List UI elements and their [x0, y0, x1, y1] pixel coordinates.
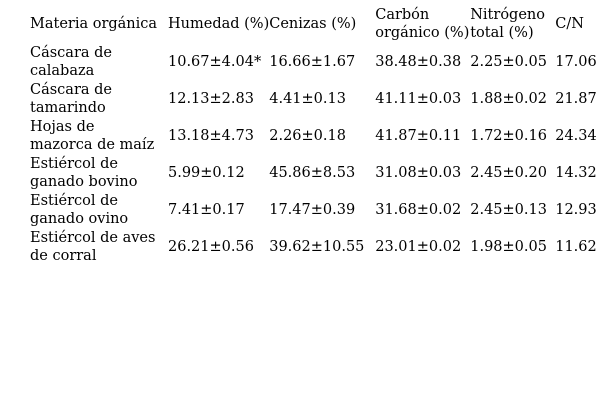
cell-cn: 21.87: [555, 90, 597, 107]
cell-cn: 24.34: [555, 127, 597, 144]
cell-cenizas: 45.86±8.53: [269, 164, 356, 181]
table-row: Cáscara de calabaza 10.67±4.04* 16.66±1.…: [30, 43, 600, 80]
cell-carbon: 31.68±0.02: [375, 201, 462, 218]
table-row: Cáscara de tamarindo 12.13±2.83 4.41±0.1…: [30, 80, 600, 117]
cell-cenizas: 4.41±0.13: [269, 90, 346, 107]
cell-nitrogeno: 2.45±0.13: [470, 201, 547, 218]
cell-nitrogeno: 1.72±0.16: [470, 127, 547, 144]
header-cenizas: Cenizas (%): [269, 16, 357, 32]
cell-material: Cáscara de calabaza: [30, 44, 112, 79]
header-humedad: Humedad (%): [168, 16, 270, 32]
header-materia-organica: Materia orgánica: [30, 16, 158, 32]
table-row: Estiércol de ganado bovino 5.99±0.12 45.…: [30, 154, 600, 191]
cell-carbon: 41.11±0.03: [375, 90, 462, 107]
cell-cn: 14.32: [555, 164, 597, 181]
header-cn-ratio: C/N: [555, 16, 584, 32]
header-nitrogeno-total: Nitrógeno total (%): [470, 7, 545, 41]
table-row: Hojas de mazorca de maíz 13.18±4.73 2.26…: [30, 117, 600, 154]
cell-material: Estiércol de ganado ovino: [30, 192, 129, 227]
cell-humedad: 5.99±0.12: [168, 164, 245, 181]
cell-nitrogeno: 2.45±0.20: [470, 164, 547, 181]
cell-carbon: 41.87±0.11: [375, 127, 462, 144]
cell-nitrogeno: 1.98±0.05: [470, 238, 547, 255]
cell-material: Estiércol de ganado bovino: [30, 155, 138, 190]
cell-cn: 11.62: [555, 238, 597, 255]
cell-cn: 12.93: [555, 201, 597, 218]
cell-humedad: 26.21±0.56: [168, 238, 254, 255]
cell-material: Hojas de mazorca de maíz: [30, 118, 155, 153]
cell-humedad: 10.67±4.04*: [168, 53, 262, 70]
cell-cn: 17.06: [555, 53, 597, 70]
cell-humedad: 7.41±0.17: [168, 201, 245, 218]
header-carbon-organico: Carbón orgánico (%): [375, 7, 470, 41]
cell-carbon: 31.08±0.03: [375, 164, 462, 181]
cell-nitrogeno: 1.88±0.02: [470, 90, 547, 107]
cell-carbon: 23.01±0.02: [375, 238, 462, 255]
cell-material: Cáscara de tamarindo: [30, 81, 112, 116]
table-row: Estiércol de ganado ovino 7.41±0.17 17.4…: [30, 191, 600, 228]
cell-humedad: 12.13±2.83: [168, 90, 254, 107]
header-row: Materia orgánica Humedad (%) Cenizas (%)…: [30, 5, 600, 43]
cell-cenizas: 17.47±0.39: [269, 201, 356, 218]
cell-humedad: 13.18±4.73: [168, 127, 254, 144]
cell-carbon: 38.48±0.38: [375, 53, 462, 70]
cell-nitrogeno: 2.25±0.05: [470, 53, 547, 70]
cell-cenizas: 2.26±0.18: [269, 127, 346, 144]
cell-material: Estiércol de aves de corral: [30, 229, 156, 264]
cell-cenizas: 39.62±10.55: [269, 238, 365, 255]
organic-matter-characterization-table: Materia orgánica Humedad (%) Cenizas (%)…: [30, 5, 600, 265]
cell-cenizas: 16.66±1.67: [269, 53, 356, 70]
table-row: Estiércol de aves de corral 26.21±0.56 3…: [30, 228, 600, 265]
